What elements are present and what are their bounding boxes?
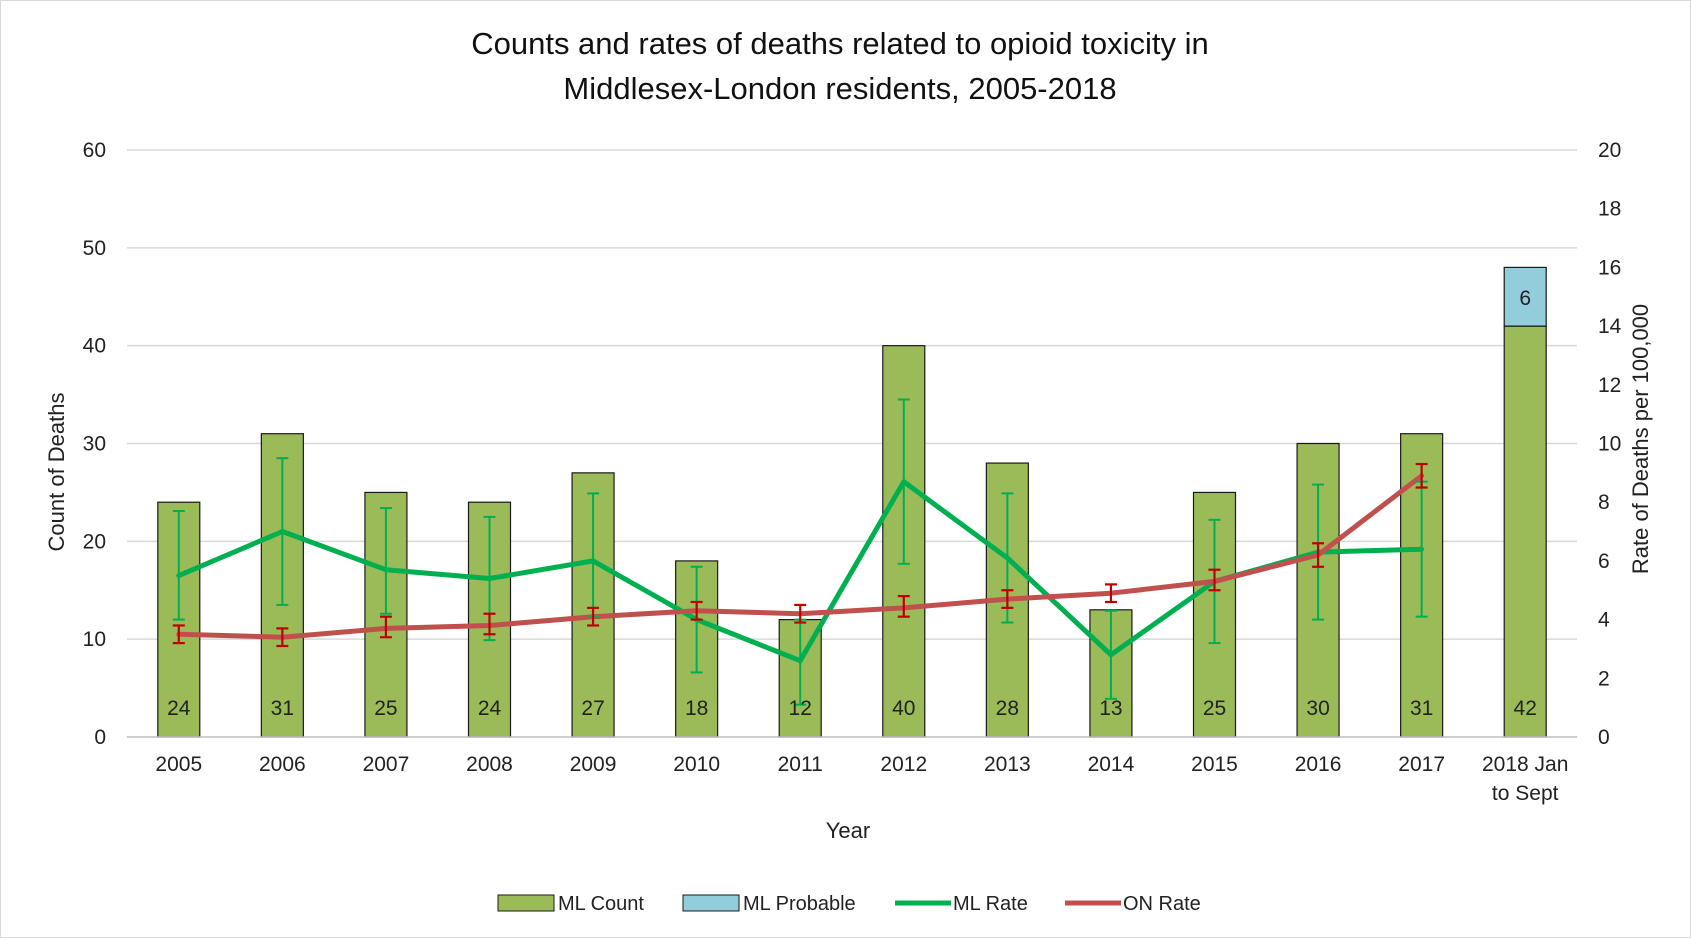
- legend-label-2: ML Rate: [953, 893, 1028, 915]
- error-bars: [172, 398, 1428, 706]
- y2-axis-title: Rate of Deaths per 100,000: [1628, 304, 1653, 574]
- y-tick-label-40: 40: [83, 335, 106, 358]
- x-tick-label-9-0: 2014: [1088, 753, 1135, 776]
- x-axis-title: Year: [826, 818, 870, 843]
- legend-label-3: ON Rate: [1123, 893, 1201, 915]
- y-tick-label-60: 60: [83, 139, 106, 162]
- x-tick-label-0-0: 2005: [155, 753, 202, 776]
- bar-label-ml-count-0: 24: [167, 697, 191, 720]
- y2-tick-label-2: 2: [1598, 667, 1610, 690]
- chart-title: Counts and rates of deaths related to op…: [471, 26, 1209, 106]
- y-tick-label-30: 30: [83, 433, 106, 456]
- bar-label-ml-count-3: 24: [478, 697, 502, 720]
- x-tick-label-3-0: 2008: [466, 753, 513, 776]
- y-tick-label-0: 0: [94, 726, 106, 749]
- y2-tick-label-16: 16: [1598, 256, 1621, 279]
- x-tick-label-13-1: to Sept: [1492, 782, 1559, 805]
- y-tick-label-10: 10: [83, 628, 106, 651]
- y2-tick-label-18: 18: [1598, 198, 1621, 221]
- bar-label-ml-count-8: 28: [996, 697, 1019, 720]
- y-axis-title: Count of Deaths: [44, 393, 69, 552]
- chart-title-line-2: Middlesex-London residents, 2005-2018: [563, 71, 1116, 106]
- bar-label-ml-count-11: 30: [1306, 697, 1329, 720]
- bar-label-ml-count-5: 18: [685, 697, 708, 720]
- chart-title-line-1: Counts and rates of deaths related to op…: [471, 26, 1209, 61]
- x-tick-label-11-0: 2016: [1295, 753, 1342, 776]
- x-tick-label-2-0: 2007: [363, 753, 410, 776]
- bar-label-ml-count-13: 42: [1514, 697, 1537, 720]
- bar-data-labels: 24 31 25 24 27 18 12 40 28 13 25 30 31 42 6: [167, 287, 1537, 720]
- bar-ml-count-13: [1503, 325, 1547, 738]
- y2-tick-label-0: 0: [1598, 726, 1610, 749]
- bar-label-ml-count-12: 31: [1410, 697, 1433, 720]
- bar-ml-probable-13: [1503, 266, 1547, 327]
- y2-tick-label-10: 10: [1598, 433, 1621, 456]
- x-tick-label-6-0: 2011: [778, 753, 823, 776]
- bar-label-ml-count-4: 27: [581, 697, 604, 720]
- bar-label-ml-count-1: 31: [271, 697, 294, 720]
- x-tick-label-5-0: 2010: [673, 753, 720, 776]
- x-tick-label-7-0: 2012: [880, 753, 927, 776]
- legend-swatch-0: [497, 894, 555, 912]
- y2-tick-label-20: 20: [1598, 139, 1621, 162]
- bar-label-ml-count-7: 40: [892, 697, 915, 720]
- legend-label-1: ML Probable: [743, 893, 856, 915]
- legend-swatch-1: [682, 894, 740, 912]
- x-tick-label-1-0: 2006: [259, 753, 306, 776]
- bar-label-ml-probable-13: 6: [1519, 287, 1531, 310]
- y-tick-label-50: 50: [83, 237, 106, 260]
- x-tick-label-8-0: 2013: [984, 753, 1031, 776]
- bar-label-ml-count-6: 12: [789, 697, 812, 720]
- bar-label-ml-count-9: 13: [1099, 697, 1122, 720]
- y2-tick-label-14: 14: [1598, 315, 1622, 338]
- legend-label-0: ML Count: [558, 893, 644, 915]
- x-tick-label-12-0: 2017: [1398, 753, 1445, 776]
- x-tick-label-10-0: 2015: [1191, 753, 1238, 776]
- bar-label-ml-count-2: 25: [374, 697, 397, 720]
- y2-tick-label-4: 4: [1598, 609, 1610, 632]
- legend: ML Count ML Probable ML Rate ON Rate: [497, 893, 1201, 915]
- bar-label-ml-count-10: 25: [1203, 697, 1226, 720]
- y-tick-label-20: 20: [83, 530, 106, 553]
- x-tick-label-13-0: 2018 Jan: [1482, 753, 1568, 776]
- x-tick-label-4-0: 2009: [570, 753, 617, 776]
- y2-tick-label-8: 8: [1598, 491, 1610, 514]
- y2-tick-label-6: 6: [1598, 550, 1610, 573]
- y2-tick-label-12: 12: [1598, 374, 1621, 397]
